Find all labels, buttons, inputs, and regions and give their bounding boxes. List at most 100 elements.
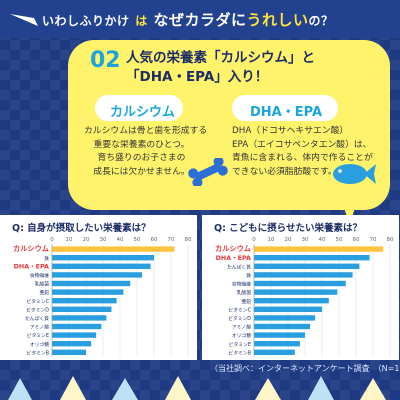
bar xyxy=(52,341,92,347)
x-tick-label: 60 xyxy=(151,237,158,243)
category-label: 乳酸菌 xyxy=(35,281,50,288)
calcium-description: カルシウムは骨と歯を形成する 重要な栄養素のひとつ。 育ち盛りのお子さまの 成長… xyxy=(84,125,207,179)
category-label: アミノ酸 xyxy=(30,324,49,331)
chart-panel-self: Q: 自身が摂取したい栄養素は？ 0 10 20 30 40 50 60 70 80 カルシウム鉄… xyxy=(0,215,197,360)
bar xyxy=(254,341,300,347)
dha-label: DHA・EPA xyxy=(250,105,323,120)
bar-chart-child: 0 10 20 30 40 50 60 70 80 カルシウムDHA・EPAたんぱく質鉄食物繊維乳… xyxy=(215,237,394,357)
bar xyxy=(52,289,124,295)
bar xyxy=(254,332,305,338)
x-tick-label: 50 xyxy=(134,237,141,243)
category-label: 食物繊維 xyxy=(232,281,251,288)
category-label: オリゴ糖 xyxy=(232,332,251,339)
bar xyxy=(52,323,102,330)
category-label: ビタミンD xyxy=(228,315,251,322)
headline-product: いわしふりかけ xyxy=(42,14,130,28)
streak-icon xyxy=(10,14,38,26)
dha-desc-line: DHA（ドコサヘキサエン酸） xyxy=(232,126,349,136)
bar xyxy=(52,298,117,304)
survey-note: （当社調べ：インターネットアンケート調査 （N=100）） xyxy=(210,364,400,373)
bar xyxy=(52,349,86,355)
x-tick-label: 80 xyxy=(387,237,394,243)
x-tick-label: 10 xyxy=(268,237,275,243)
category-label: 亜鉛 xyxy=(241,298,251,305)
tent-decoration xyxy=(8,376,386,400)
headline: いわしふりかけ は なぜカラダにうれしいの？ xyxy=(42,9,334,30)
x-tick-label: 50 xyxy=(336,237,343,243)
x-tick-label: 70 xyxy=(168,237,175,243)
chart-title: Q: 自身が摂取したい栄養素は？ xyxy=(12,223,151,234)
header-band xyxy=(0,0,400,38)
category-label: 乳酸菌 xyxy=(237,289,252,296)
bar xyxy=(254,255,370,261)
bar xyxy=(52,280,131,287)
x-tick-label: 0 xyxy=(252,237,256,243)
dha-desc-line: EPA（エイコサペンタエン酸）は、 xyxy=(232,139,372,150)
category-label: たんぱく質 xyxy=(25,315,49,322)
category-label: ビタミンB xyxy=(27,349,49,356)
calcium-desc-line: 育ち盛りのお子さまの xyxy=(97,153,186,163)
headline-why: なぜカラダに xyxy=(153,11,247,29)
dha-pill xyxy=(232,95,338,121)
category-label: ビタミンE xyxy=(229,341,251,348)
category-label: ビタミンC xyxy=(228,306,251,313)
bar xyxy=(254,246,384,252)
category-label: 鉄 xyxy=(44,255,49,262)
x-tick-label: 80 xyxy=(185,237,192,243)
callout-line-2: 「DHA・EPA」入り！ xyxy=(126,69,269,85)
headline-good: うれしい xyxy=(246,11,309,29)
bar xyxy=(52,263,151,269)
calcium-desc-line: 成長には欠かせません。 xyxy=(93,166,190,177)
x-tick-label: 70 xyxy=(370,237,377,243)
category-label: DHA・EPA xyxy=(14,262,49,270)
bar xyxy=(254,306,322,312)
bar xyxy=(254,280,346,287)
category-label: DHA・EPA xyxy=(216,254,251,262)
calcium-label: カルシウム xyxy=(110,105,176,120)
category-label: ビタミンD xyxy=(26,306,49,313)
bone-icon xyxy=(188,158,228,186)
category-label: たんぱく質 xyxy=(227,263,251,270)
category-label: ビタミンC xyxy=(26,298,49,305)
chart-panel-child: Q: こどもに摂らせたい栄養素は？ 0 10 20 30 40 50 60 70 80 カルシウム… xyxy=(202,215,399,360)
dha-desc-line: 青魚に含まれる、体内で作ることが xyxy=(232,153,373,163)
bar xyxy=(52,246,175,252)
bar xyxy=(254,349,295,355)
bar xyxy=(254,263,360,269)
bar xyxy=(52,255,154,261)
bar xyxy=(254,315,316,321)
category-label: カルシウム xyxy=(13,244,49,253)
bar xyxy=(52,332,97,338)
bar xyxy=(254,289,338,295)
x-tick-label: 20 xyxy=(83,237,90,243)
x-tick-label: 40 xyxy=(117,237,124,243)
x-tick-label: 30 xyxy=(302,237,309,243)
chart-title: Q: こどもに摂らせたい栄養素は？ xyxy=(214,223,362,234)
fish-icon xyxy=(333,164,376,184)
calcium-desc-line: 重要な栄養素のひとつ。 xyxy=(93,139,190,150)
x-tick-label: 30 xyxy=(100,237,107,243)
x-tick-label: 10 xyxy=(66,237,73,243)
bar xyxy=(52,306,112,312)
callout-line-1: 人気の栄養素「カルシウム」と xyxy=(126,50,315,66)
category-label: 食物繊維 xyxy=(30,272,49,279)
bar xyxy=(254,323,311,330)
calcium-pill xyxy=(95,95,183,121)
category-label: アミノ酸 xyxy=(232,324,251,331)
dha-desc-line: できない必須脂肪酸です。 xyxy=(232,166,337,177)
category-label: オリゴ糖 xyxy=(30,341,49,348)
bar xyxy=(52,315,107,321)
x-tick-label: 20 xyxy=(285,237,292,243)
headline-question: の？ xyxy=(308,14,334,28)
callout-number: 02 xyxy=(90,48,121,73)
category-label: 鉄 xyxy=(246,272,251,279)
bar xyxy=(52,272,143,278)
callout-bubble xyxy=(68,40,390,210)
category-label: カルシウム xyxy=(215,244,251,253)
category-label: 亜鉛 xyxy=(39,289,49,296)
headline-particle: は xyxy=(135,14,148,28)
x-tick-label: 40 xyxy=(319,237,326,243)
x-tick-label: 60 xyxy=(353,237,360,243)
